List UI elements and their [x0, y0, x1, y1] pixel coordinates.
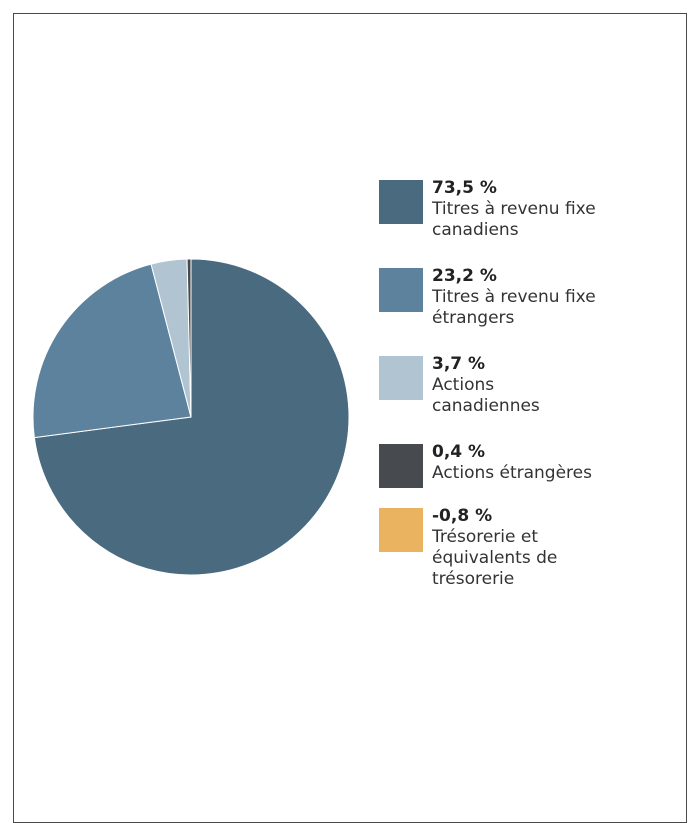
- legend-label: Actions étrangères: [432, 463, 592, 483]
- legend: 73,5 % Titres à revenu fixe canadiens 23…: [379, 178, 659, 596]
- legend-swatch: [379, 180, 423, 224]
- legend-swatch: [379, 268, 423, 312]
- legend-swatch: [379, 356, 423, 400]
- legend-swatch: [379, 444, 423, 488]
- legend-label: canadiens: [432, 220, 519, 240]
- legend-label: équivalents de: [432, 548, 558, 568]
- legend-item-foreign-equities: 0,4 % Actions étrangères: [379, 442, 659, 508]
- legend-label: Trésorerie et: [432, 527, 538, 547]
- pie-slice-3: [186, 258, 192, 418]
- legend-label: trésorerie: [432, 569, 515, 589]
- legend-item-foreign-fixed-income: 23,2 % Titres à revenu fixe étrangers: [379, 266, 659, 356]
- legend-value: -0,8 %: [432, 506, 493, 526]
- legend-value: 23,2 %: [432, 266, 497, 286]
- pie-slice-1: [32, 263, 192, 439]
- legend-label: étrangers: [432, 308, 515, 328]
- legend-value: 0,4 %: [432, 442, 486, 462]
- legend-label: canadiennes: [432, 396, 540, 416]
- legend-item-cash: -0,8 % Trésorerie et équivalents de trés…: [379, 506, 659, 596]
- legend-item-canadian-fixed-income: 73,5 % Titres à revenu fixe canadiens: [379, 178, 659, 268]
- legend-item-canadian-equities: 3,7 % Actions canadiennes: [379, 354, 659, 444]
- legend-swatch: [379, 508, 423, 552]
- legend-label: Titres à revenu fixe: [432, 287, 596, 307]
- legend-label: Actions: [432, 375, 495, 395]
- legend-label: Titres à revenu fixe: [432, 199, 596, 219]
- legend-value: 3,7 %: [432, 354, 486, 374]
- legend-value: 73,5 %: [432, 178, 497, 198]
- pie-slice-0: [33, 258, 350, 576]
